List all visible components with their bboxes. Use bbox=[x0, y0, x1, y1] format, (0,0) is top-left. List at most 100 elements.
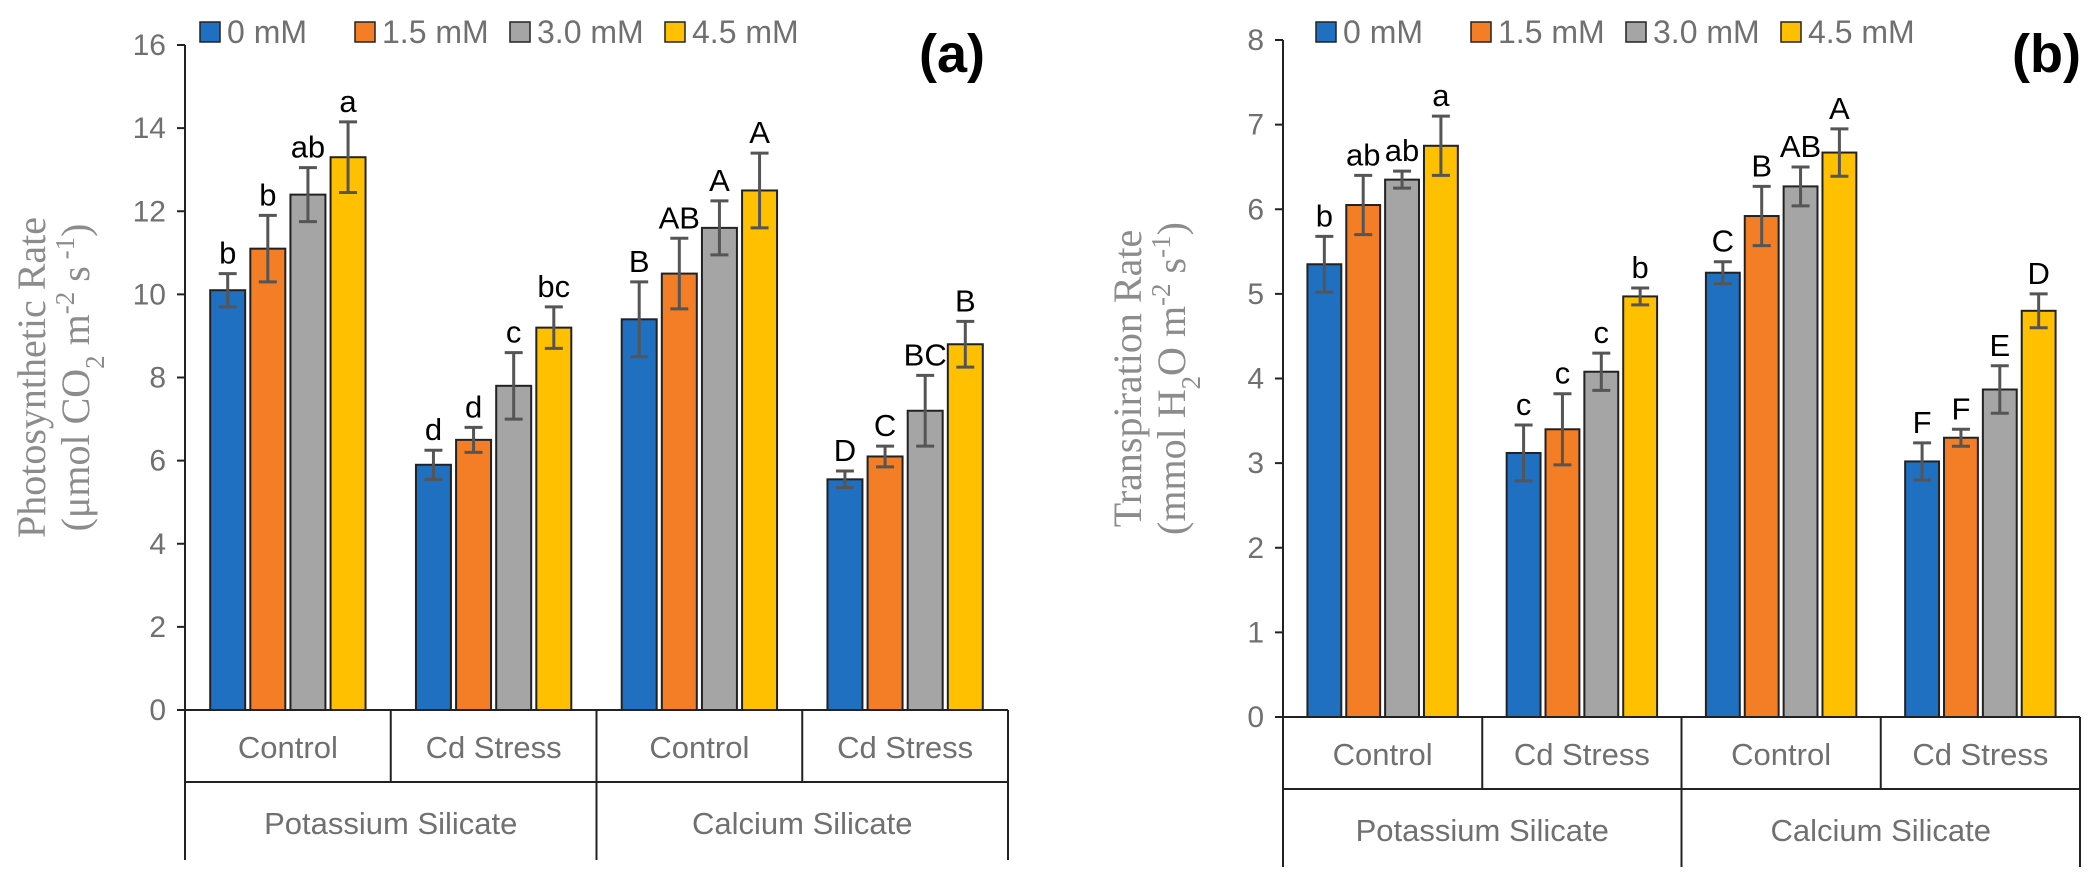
p0-significance-letter: ab bbox=[291, 130, 325, 165]
p1-legend-label: 3.0 mM bbox=[1653, 14, 1760, 50]
p0-legend-label: 1.5 mM bbox=[382, 14, 489, 50]
p1-y-axis-title-line1: Transpiration Rate bbox=[1105, 230, 1150, 527]
p1-significance-letter: c bbox=[1555, 356, 1571, 391]
p0-bar bbox=[455, 438, 493, 711]
p0-bar bbox=[906, 409, 944, 711]
p1-significance-letter: A bbox=[1829, 91, 1850, 126]
p1-significance-letter: a bbox=[1432, 78, 1450, 113]
p1-bar bbox=[1306, 263, 1343, 718]
p1-legend-swatch bbox=[1470, 21, 1492, 43]
p0-significance-letter: D bbox=[834, 433, 856, 468]
p1-significance-letter: E bbox=[1989, 328, 2010, 363]
p1-y-tick-label: 2 bbox=[1247, 532, 1264, 565]
p0-significance-letter: A bbox=[749, 115, 770, 150]
p1-x-category-label: Control bbox=[1333, 737, 1433, 772]
p0-y-title-part: m bbox=[53, 314, 98, 355]
p1-significance-letter: AB bbox=[1780, 129, 1821, 164]
p0-bar bbox=[289, 193, 327, 711]
p1-bar bbox=[1821, 151, 1858, 718]
p1-bar bbox=[1704, 271, 1741, 718]
p1-y-title-part: ) bbox=[1149, 222, 1194, 235]
p0-significance-letter: a bbox=[339, 84, 357, 119]
p0-y-tick-label: 16 bbox=[133, 29, 166, 62]
p1-bar bbox=[1743, 215, 1780, 719]
p0-bar bbox=[741, 189, 779, 711]
p0-y-tick-label: 6 bbox=[149, 445, 166, 478]
p0-x-category-label: Control bbox=[238, 730, 338, 765]
p1-bar bbox=[1904, 460, 1941, 718]
p1-bar bbox=[1943, 436, 1979, 718]
p0-bar bbox=[535, 326, 573, 711]
p0-significance-letter: d bbox=[425, 412, 442, 447]
p1-y-tick-label: 6 bbox=[1247, 193, 1264, 226]
p0-bar bbox=[866, 455, 904, 711]
p0-bar bbox=[209, 289, 247, 711]
p1-bar bbox=[1622, 295, 1659, 718]
p1-y-title-superscript: -1 bbox=[1146, 235, 1176, 258]
p1-significance-letter: ab bbox=[1385, 133, 1419, 168]
p1-y-title-subscript: 2 bbox=[1176, 376, 1206, 390]
p0-significance-letter: A bbox=[709, 163, 730, 198]
p1-legend-swatch bbox=[1780, 21, 1802, 43]
p1-bar bbox=[1384, 178, 1420, 719]
p1-y-tick-label: 8 bbox=[1247, 24, 1264, 57]
p0-y-tick-label: 4 bbox=[149, 528, 166, 561]
p0-legend-label: 0 mM bbox=[227, 14, 307, 50]
p0-significance-letter: C bbox=[874, 408, 896, 443]
p1-y-title-part: O m bbox=[1149, 306, 1194, 376]
p0-bar bbox=[620, 318, 658, 711]
p0-bar bbox=[660, 272, 698, 711]
p0-bar bbox=[826, 478, 864, 711]
chart-panel-a: 0 2 4 6 8 10 12 14 16 Photosynthetic Rate (μmol CO… bbox=[9, 14, 1009, 860]
p0-y-tick-label: 2 bbox=[149, 611, 166, 644]
p0-bar bbox=[946, 343, 984, 711]
p1-significance-letter: F bbox=[1951, 391, 1970, 426]
p1-legend-label: 4.5 mM bbox=[1808, 14, 1915, 50]
p1-bar bbox=[1505, 451, 1542, 718]
p1-y-tick-label: 4 bbox=[1247, 363, 1264, 396]
p0-y-title-part: s bbox=[53, 266, 98, 292]
p0-y-tick-label: 8 bbox=[149, 362, 166, 395]
p1-x-category-label: Cd Stress bbox=[1912, 737, 2048, 772]
p1-x-category-label: Cd Stress bbox=[1514, 737, 1650, 772]
p0-bar bbox=[329, 156, 367, 711]
p0-y-title-part: (μmol CO bbox=[53, 369, 98, 532]
p0-x-group-label: Potassium Silicate bbox=[264, 806, 517, 841]
p1-legend-swatch bbox=[1625, 21, 1647, 43]
p1-x-category-label: Control bbox=[1731, 737, 1831, 772]
p1-significance-letter: c bbox=[1594, 315, 1610, 350]
p0-legend-swatch bbox=[664, 21, 686, 43]
p1-y-axis-title: Transpiration Rate (mmol H2O m-2 s-1) bbox=[1105, 222, 1206, 535]
p0-x-category-label: Cd Stress bbox=[426, 730, 562, 765]
p0-y-tick-label: 10 bbox=[133, 278, 166, 311]
p1-legend-label: 0 mM bbox=[1343, 14, 1423, 50]
p0-y-title-part: ) bbox=[53, 224, 98, 237]
p0-bar bbox=[249, 247, 287, 711]
p1-y-title-part: (mmol H bbox=[1149, 389, 1194, 535]
p0-legend-swatch bbox=[354, 21, 376, 43]
p1-bar bbox=[1422, 144, 1459, 718]
p1-bar bbox=[1981, 388, 2018, 718]
p1-y-tick-label: 3 bbox=[1247, 447, 1264, 480]
p0-x-category-label: Cd Stress bbox=[837, 730, 973, 765]
p1-significance-letter: B bbox=[1751, 148, 1772, 183]
p1-significance-letter: b bbox=[1316, 198, 1333, 233]
p1-significance-letter: D bbox=[2027, 256, 2049, 291]
p1-legend-label: 1.5 mM bbox=[1498, 14, 1605, 50]
p1-y-tick-label: 1 bbox=[1247, 616, 1264, 649]
p1-bar bbox=[1345, 204, 1382, 719]
p1-y-title-part: s bbox=[1149, 258, 1194, 284]
p1-y-tick-label: 0 bbox=[1247, 701, 1264, 734]
p1-x-group-label: Calcium Silicate bbox=[1770, 813, 1991, 848]
p0-y-title-superscript: -2 bbox=[50, 292, 80, 315]
p0-significance-letter: B bbox=[955, 283, 976, 318]
p1-y-tick-label: 5 bbox=[1247, 278, 1264, 311]
p1-significance-letter: C bbox=[1712, 224, 1734, 259]
p0-bar bbox=[414, 463, 452, 711]
p0-y-axis-title-line2: (μmol CO2 m-2 s -1) bbox=[50, 224, 110, 532]
p1-x-group-label: Potassium Silicate bbox=[1356, 813, 1609, 848]
p0-x-category-label: Control bbox=[649, 730, 749, 765]
p0-significance-letter: BC bbox=[904, 337, 947, 372]
p1-bar bbox=[2020, 309, 2057, 718]
